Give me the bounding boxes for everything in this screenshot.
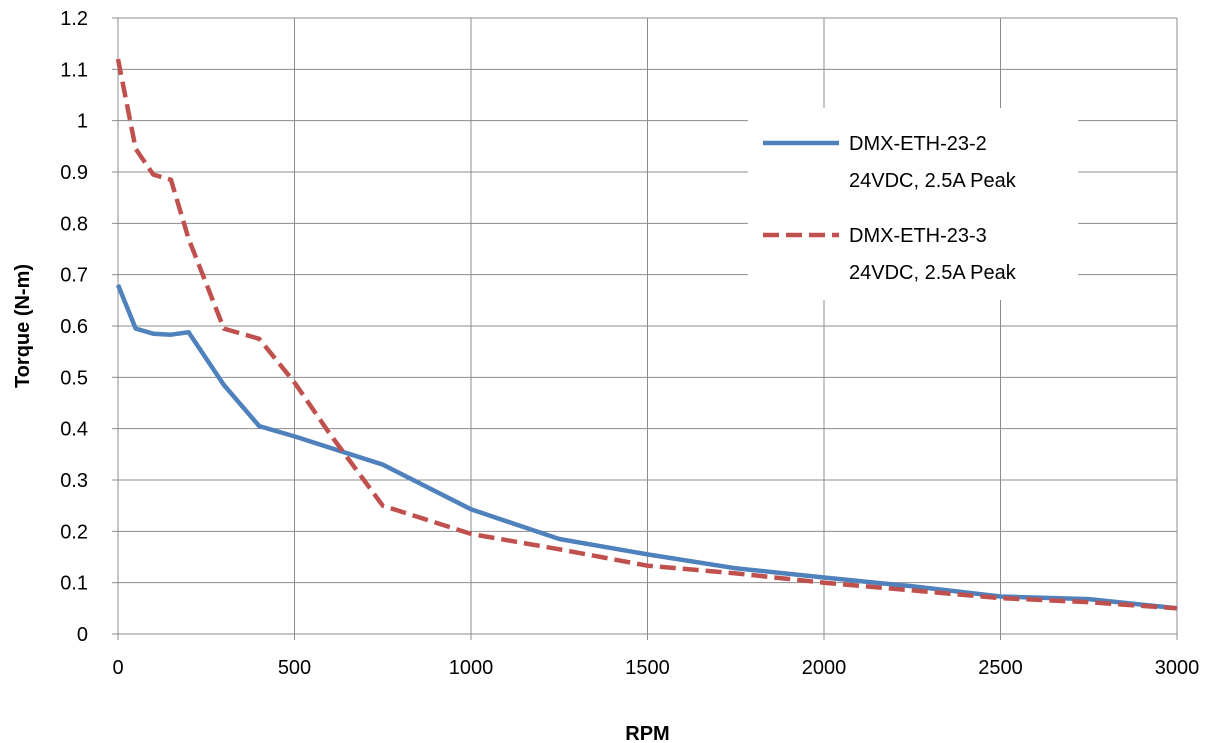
x-tick-label: 2000	[802, 657, 847, 679]
y-tick-label: 1.2	[60, 8, 88, 30]
legend-label-1: 24VDC, 2.5A Peak	[849, 170, 1017, 192]
y-tick-label: 0.6	[60, 316, 88, 338]
legend-box	[748, 108, 1078, 300]
x-tick-label: 1500	[625, 657, 670, 679]
y-tick-label: 0.8	[60, 213, 88, 235]
y-tick-label: 0.4	[60, 419, 88, 441]
x-tick-label: 1000	[449, 657, 494, 679]
legend: DMX-ETH-23-2 24VDC, 2.5A Peak DMX-ETH-23-3…	[748, 108, 1078, 300]
y-tick-label: 0.2	[60, 521, 88, 543]
series-line-1	[115, 284, 1178, 611]
legend-label-2: 24VDC, 2.5A Peak	[849, 262, 1017, 284]
axes: 0 0.1 0.2 0.3 0.4 0.5 0.6 0.7 0.8 0.9 1 1.1 1.2 0 500 1…	[60, 8, 1199, 679]
series-lines	[115, 58, 1178, 611]
y-tick-label: 1.1	[60, 59, 88, 81]
y-tick-label: 1	[77, 111, 88, 133]
x-tick-label: 500	[278, 657, 311, 679]
y-tick-label: 0.7	[60, 265, 88, 287]
y-tick-label: 0.9	[60, 162, 88, 184]
x-tick-label: 0	[112, 657, 123, 679]
y-tick-label: 0.5	[60, 367, 88, 389]
legend-label-1: DMX-ETH-23-2	[849, 133, 987, 155]
y-tick-label: 0.3	[60, 470, 88, 492]
legend-label-2: DMX-ETH-23-3	[849, 225, 987, 247]
x-tick-label: 2500	[978, 657, 1023, 679]
y-axis-title: Torque (N-m)	[12, 264, 34, 388]
x-axis-title: RPM	[625, 723, 669, 743]
x-tick-label: 3000	[1155, 657, 1200, 679]
series-line-2	[115, 58, 1178, 611]
y-tick-label: 0.1	[60, 573, 88, 595]
y-tick-label: 0	[77, 624, 88, 646]
